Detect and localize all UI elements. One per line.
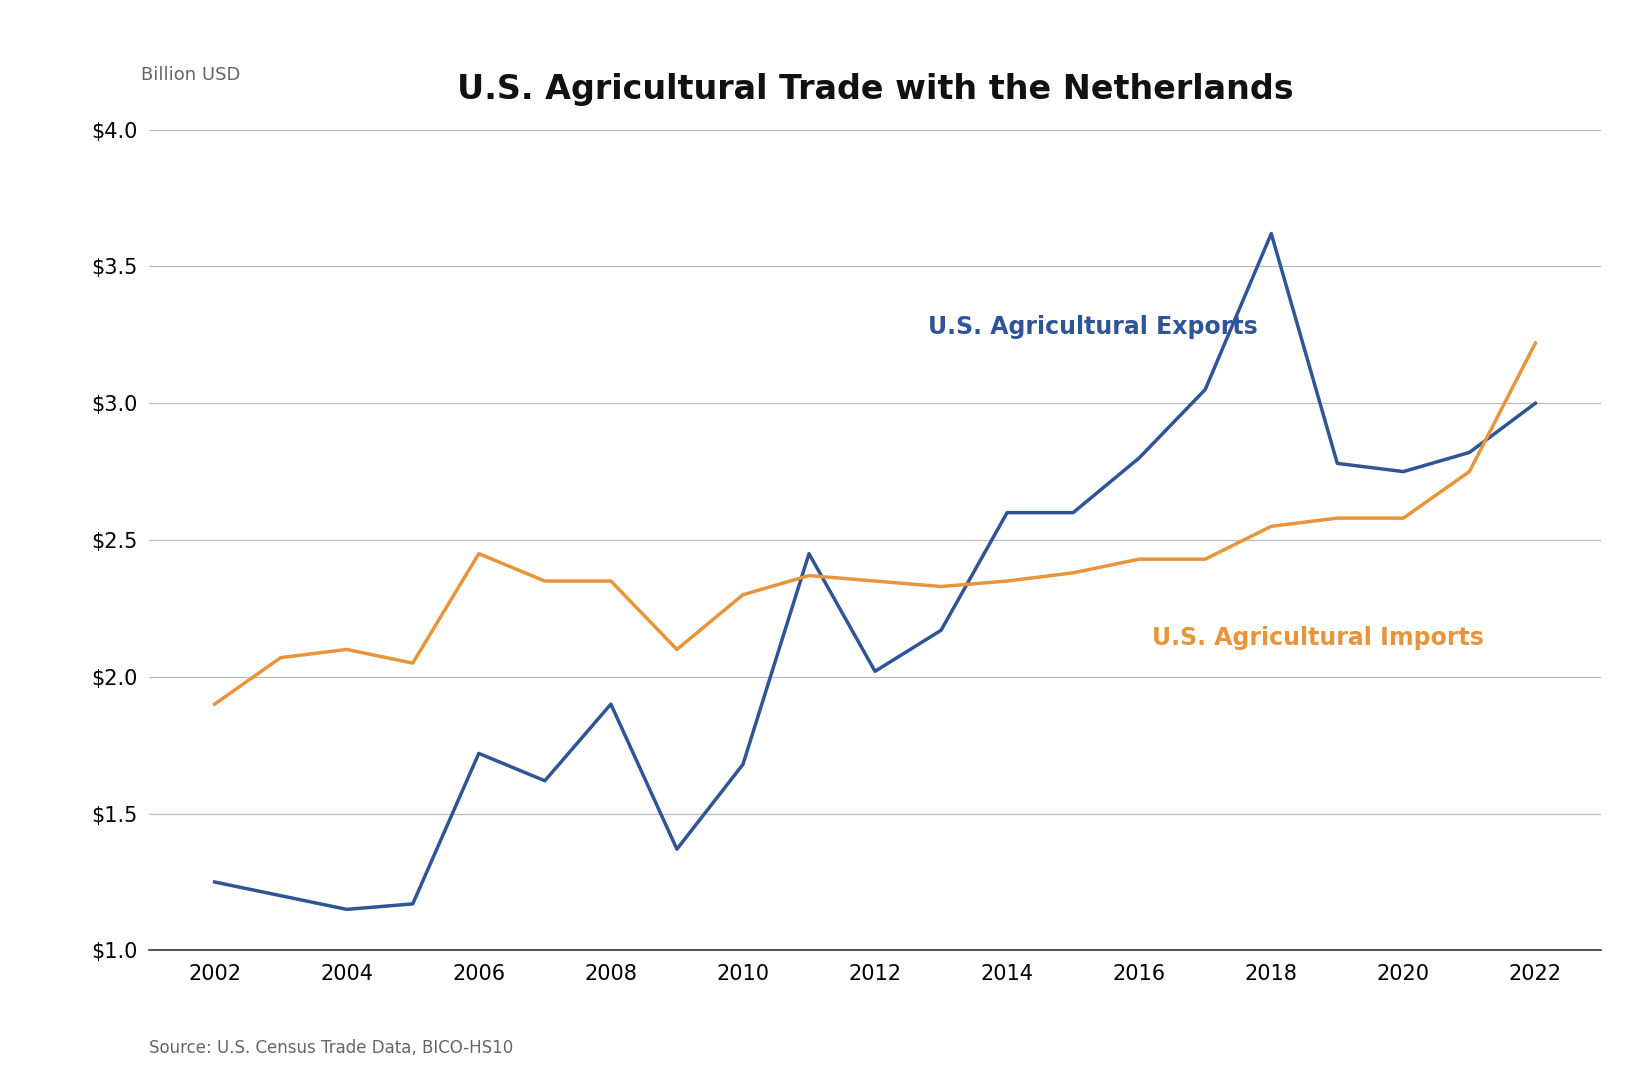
Text: U.S. Agricultural Exports: U.S. Agricultural Exports	[928, 314, 1258, 339]
Title: U.S. Agricultural Trade with the Netherlands: U.S. Agricultural Trade with the Netherl…	[457, 73, 1293, 106]
Text: Billion USD: Billion USD	[142, 67, 241, 84]
Text: U.S. Agricultural Imports: U.S. Agricultural Imports	[1152, 626, 1484, 650]
Text: Source: U.S. Census Trade Data, BICO-HS10: Source: U.S. Census Trade Data, BICO-HS1…	[149, 1039, 513, 1057]
